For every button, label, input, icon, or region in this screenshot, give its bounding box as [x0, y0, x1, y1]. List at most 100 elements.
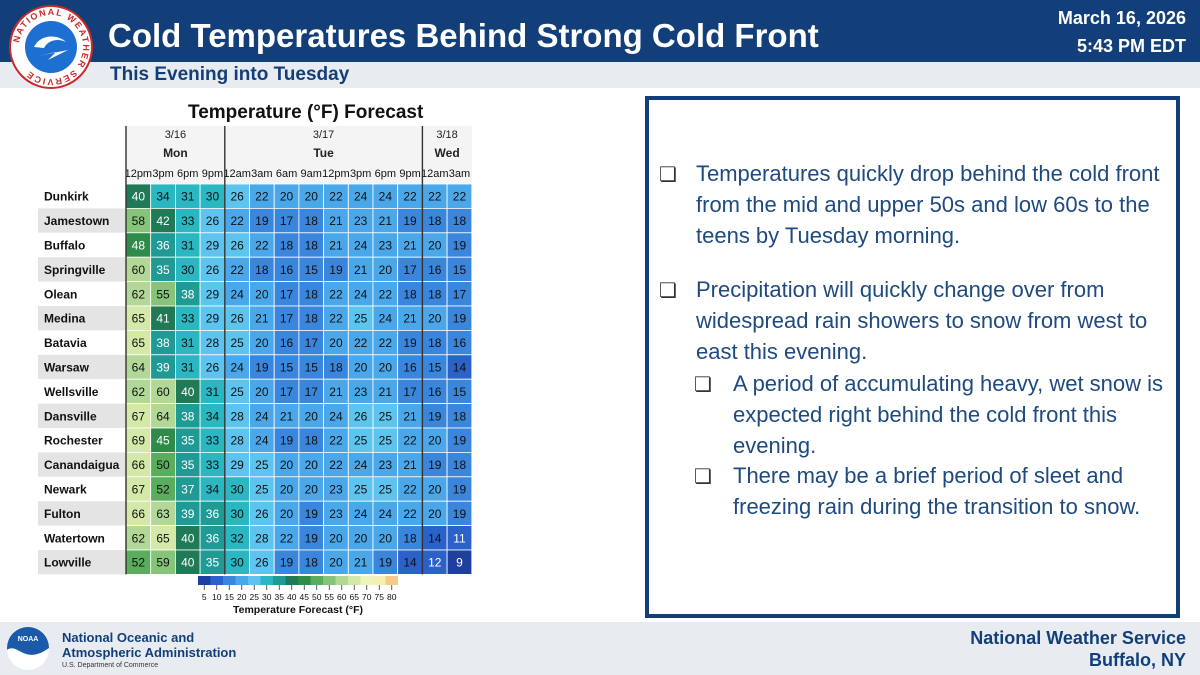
temp-value: 40	[132, 190, 146, 204]
temp-cell	[249, 403, 275, 429]
temp-cell	[347, 305, 374, 331]
temp-cell	[174, 451, 201, 478]
colorbar-tick-label: 80	[387, 592, 397, 602]
row-label-bg	[38, 403, 126, 428]
temp-value: 38	[181, 409, 195, 423]
temp-cell	[323, 208, 349, 234]
temp-value: 65	[132, 312, 146, 326]
row-label-bg	[38, 257, 126, 282]
temp-cell	[298, 208, 324, 234]
temp-cell	[397, 378, 423, 405]
temp-cell	[125, 354, 152, 380]
temp-value: 22	[329, 458, 343, 472]
temp-value: 19	[280, 556, 294, 570]
colorbar-tick-label: 50	[312, 592, 322, 602]
temp-cell	[199, 354, 226, 380]
temp-cell	[174, 525, 201, 551]
temp-cell	[347, 208, 374, 234]
temp-cell	[372, 403, 399, 429]
colorbar-segment	[348, 576, 361, 585]
temp-value: 69	[132, 434, 146, 448]
column-header-bg	[126, 126, 472, 184]
temp-value: 26	[230, 239, 244, 253]
location-label: Batavia	[44, 336, 87, 350]
temp-value: 22	[403, 190, 417, 204]
temp-value: 19	[255, 214, 269, 228]
temp-value: 17	[453, 287, 467, 301]
temp-value: 25	[230, 385, 244, 399]
temp-value: 21	[329, 239, 343, 253]
temp-value: 26	[206, 263, 220, 277]
temp-value: 23	[354, 385, 368, 399]
temp-value: 20	[305, 190, 319, 204]
temp-value: 24	[255, 434, 269, 448]
temp-cell	[199, 500, 226, 527]
noaa-logo-text: NOAA	[18, 636, 39, 643]
temp-value: 22	[329, 190, 343, 204]
temp-value: 18	[305, 434, 319, 448]
temp-cell	[323, 403, 349, 429]
temp-value: 55	[156, 287, 170, 301]
temp-cell	[446, 476, 473, 502]
colorbar-segment	[335, 576, 348, 585]
location-label: Buffalo	[44, 239, 85, 253]
temp-cell	[347, 525, 374, 551]
date-label: 3/17	[313, 129, 334, 141]
temp-cell	[199, 305, 226, 331]
temp-cell	[347, 549, 374, 575]
subtitle-bar	[0, 62, 1200, 88]
date-label: March 16, 2026	[1057, 8, 1186, 28]
sub-bullet-checkbox-icon: ❏	[694, 466, 712, 488]
temp-value: 24	[379, 507, 393, 521]
temp-value: 21	[403, 239, 417, 253]
temp-value: 24	[354, 507, 368, 521]
temp-value: 17	[280, 287, 294, 301]
temp-value: 20	[280, 190, 294, 204]
temp-cell	[150, 232, 176, 258]
colorbar-segment	[248, 576, 261, 585]
temp-value: 26	[255, 507, 269, 521]
temp-value: 34	[206, 483, 220, 497]
temp-value: 17	[280, 385, 294, 399]
temp-value: 21	[403, 458, 417, 472]
temp-cell	[372, 281, 399, 307]
temp-cell	[224, 256, 250, 282]
temp-value: 42	[156, 214, 170, 228]
temp-cell	[323, 305, 349, 331]
colorbar-tick-label: 60	[337, 592, 347, 602]
location-label: Fulton	[44, 507, 81, 521]
temp-cell	[298, 451, 324, 478]
temp-cell	[249, 476, 275, 502]
hour-label: 12pm	[322, 168, 350, 180]
temp-value: 25	[379, 483, 393, 497]
temp-value: 28	[230, 409, 244, 423]
temp-cell	[298, 378, 324, 405]
temp-value: 36	[206, 531, 220, 545]
temp-cell	[323, 525, 349, 551]
temp-value: 18	[453, 458, 467, 472]
temp-cell	[298, 549, 324, 575]
temp-value: 25	[255, 483, 269, 497]
chart-title: Temperature (°F) Forecast	[188, 102, 424, 123]
temp-value: 19	[379, 556, 393, 570]
temp-value: 20	[280, 458, 294, 472]
temp-value: 20	[379, 531, 393, 545]
temp-value: 30	[230, 483, 244, 497]
temp-cell	[446, 500, 473, 527]
temp-value: 19	[453, 239, 467, 253]
temp-value: 19	[255, 361, 269, 375]
temp-value: 28	[230, 434, 244, 448]
temp-cell	[397, 256, 423, 282]
temp-value: 16	[280, 263, 294, 277]
temp-value: 24	[255, 409, 269, 423]
temp-value: 22	[230, 214, 244, 228]
temp-value: 18	[305, 239, 319, 253]
temp-cell	[397, 476, 423, 502]
temp-value: 16	[403, 361, 417, 375]
temp-value: 22	[329, 287, 343, 301]
temp-value: 15	[428, 361, 442, 375]
temp-cell	[174, 183, 201, 209]
colorbar-tick-label: 75	[375, 592, 385, 602]
temp-value: 25	[230, 336, 244, 350]
temp-value: 36	[206, 507, 220, 521]
